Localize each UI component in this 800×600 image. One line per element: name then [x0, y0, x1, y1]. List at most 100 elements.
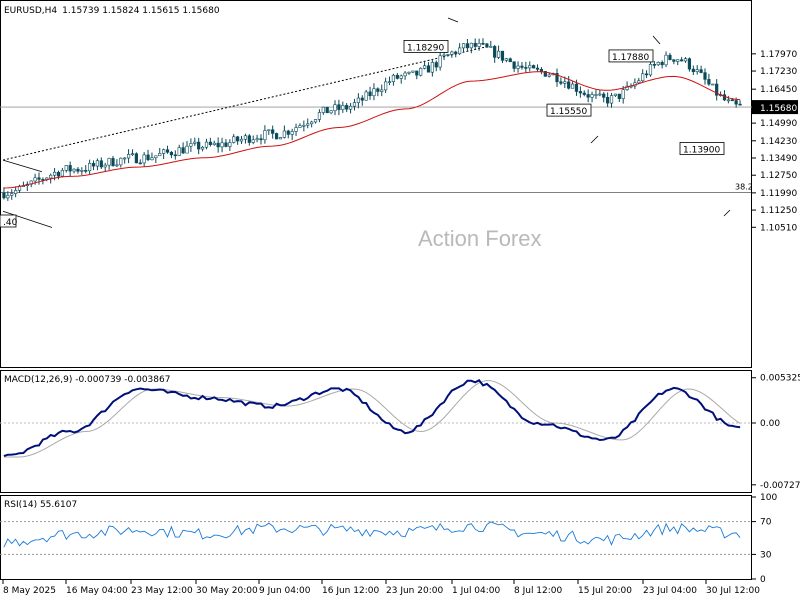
- candle-body: [99, 160, 103, 168]
- candle-body: [267, 129, 271, 132]
- annotation-leader: [447, 17, 459, 23]
- candle-body: [711, 83, 715, 86]
- candle-body: [341, 105, 345, 110]
- candle-body: [14, 190, 18, 194]
- candle-body: [524, 67, 528, 69]
- candle-body: [391, 74, 396, 82]
- candle-body: [528, 65, 532, 69]
- rsi-tick-label: 0: [760, 575, 766, 585]
- candle-body: [641, 73, 645, 82]
- candle-body: [446, 54, 450, 56]
- symbol-label: EURUSD,H4 1.15739 1.15824 1.15615 1.15680: [4, 6, 220, 16]
- price-tick-label: 1.12750: [760, 171, 797, 181]
- candle-body: [637, 80, 641, 84]
- candle-body: [489, 46, 493, 48]
- candle-body: [376, 88, 380, 92]
- candle-body: [294, 127, 298, 132]
- candle-body: [664, 54, 668, 66]
- candle-body: [88, 163, 92, 172]
- candle-body: [313, 119, 318, 123]
- candle-body: [364, 91, 368, 101]
- candle-body: [407, 71, 411, 74]
- candle-body: [212, 142, 216, 145]
- candle-body: [450, 51, 454, 55]
- candle-body: [2, 192, 6, 199]
- annotation-text: 1.15550: [550, 107, 587, 117]
- candle-body: [107, 158, 111, 166]
- candle-body: [345, 105, 349, 110]
- candle-body: [660, 62, 664, 66]
- candle-body: [60, 170, 64, 177]
- fib-38-label: 38.2: [735, 183, 753, 192]
- rsi-line: [0, 521, 752, 555]
- candle-body: [555, 73, 559, 83]
- candle-body: [278, 137, 283, 140]
- candle-body: [200, 146, 205, 150]
- candle-body: [95, 160, 100, 167]
- annotation-text: 1.18290: [407, 43, 444, 53]
- current-price-badge: [752, 100, 798, 115]
- candle-body: [598, 93, 602, 96]
- candle-body: [111, 158, 115, 167]
- candle-body: [337, 104, 341, 110]
- candle-body: [189, 143, 193, 147]
- candle-body: [239, 138, 244, 142]
- macd-lines: [0, 379, 752, 458]
- candle-body: [399, 75, 403, 79]
- candle-body: [282, 130, 286, 138]
- rsi-label: RSI(14) 55.6107: [4, 500, 77, 510]
- candle-body: [419, 67, 423, 76]
- candle-body: [216, 142, 220, 148]
- candle-body: [169, 151, 174, 156]
- candle-body: [458, 47, 462, 54]
- candle-body: [567, 81, 571, 89]
- candle-body: [274, 133, 279, 140]
- candle-body: [197, 141, 201, 150]
- current-price-label: 1.15680: [760, 104, 797, 114]
- price-tick-label: 1.11250: [760, 206, 797, 216]
- candle-body: [726, 99, 730, 102]
- candle-body: [426, 65, 431, 73]
- candle-body: [703, 72, 707, 80]
- candle-body: [64, 165, 68, 171]
- candle-body: [193, 141, 197, 144]
- candle-body: [173, 154, 177, 157]
- candle-body: [687, 58, 692, 70]
- candle-body: [500, 50, 505, 61]
- candle-body: [582, 92, 586, 95]
- macd-panel-frame: [0, 370, 752, 493]
- annotation-leader: [590, 135, 599, 144]
- candle-body: [707, 79, 711, 85]
- candle-body: [224, 142, 228, 147]
- candles: [2, 38, 742, 201]
- trend-line-dotted: [2, 45, 489, 161]
- level-lines: 38.2: [0, 45, 753, 228]
- rsi-tick-label: 70: [760, 518, 772, 528]
- candle-body: [306, 123, 310, 126]
- candle-body: [504, 58, 508, 61]
- price-tick-label: 1.10510: [760, 223, 797, 233]
- candle-body: [668, 54, 672, 60]
- time-axis: 8 May 2025 16 May 04:00 23 May 12:00 30 May…: [2, 580, 760, 596]
- candle-body: [590, 94, 594, 98]
- candle-body: [360, 97, 364, 101]
- price-tick-label: 1.16450: [760, 85, 797, 95]
- candle-body: [602, 93, 606, 98]
- annotation-box: [679, 142, 725, 155]
- candle-body: [271, 129, 275, 134]
- candle-body: [430, 62, 434, 73]
- candle-body: [734, 100, 738, 105]
- time-tick-label: 23 Jul 04:00: [643, 586, 697, 596]
- candle-body: [539, 69, 544, 72]
- time-tick-label: 30 May 20:00: [196, 586, 258, 596]
- candle-body: [236, 136, 240, 142]
- candle-body: [243, 135, 248, 140]
- candle-body: [738, 103, 742, 106]
- candle-body: [126, 154, 131, 159]
- candle-body: [411, 70, 415, 73]
- candle-body: [134, 153, 138, 164]
- candle-body: [37, 177, 41, 180]
- price-annotations: 1.18290 1.17880 1.15550 1.13900 .40: [0, 17, 731, 228]
- candle-body: [298, 125, 302, 128]
